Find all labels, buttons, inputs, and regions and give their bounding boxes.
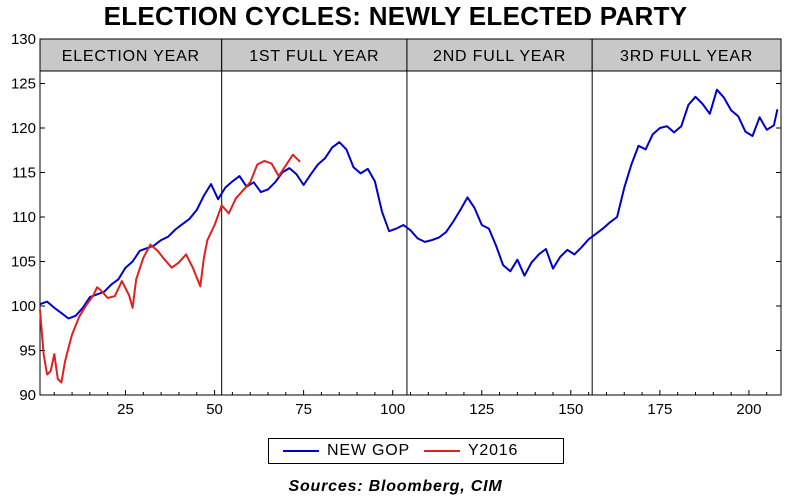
y-tick-label-115: 115 xyxy=(12,165,36,182)
y-tick-label-95: 95 xyxy=(19,343,36,360)
series-lines xyxy=(39,88,779,384)
period-label-3rd-full-year: 3RD FULL YEAR xyxy=(620,48,753,65)
period-label-election-year: ELECTION YEAR xyxy=(62,48,200,65)
period-box-election-year xyxy=(39,38,223,72)
x-tick-label-150: 150 xyxy=(558,401,583,418)
x-tick-label-100: 100 xyxy=(380,401,405,418)
legend-item-new-gop: NEW GOP xyxy=(269,442,410,460)
y-tick-label-100: 100 xyxy=(11,298,36,315)
period-box-3rd-full-year xyxy=(591,38,782,72)
chart-title: ELECTION CYCLES: NEWLY ELECTED PARTY xyxy=(103,1,688,31)
period-label-1st-full-year: 1ST FULL YEAR xyxy=(249,48,379,65)
period-dividers xyxy=(221,71,593,395)
x-tick-label-50: 50 xyxy=(206,401,223,418)
legend-label-new-gop: NEW GOP xyxy=(327,442,410,459)
x-tick-label-75: 75 xyxy=(295,401,312,418)
y-tick-label-130: 130 xyxy=(11,31,36,48)
period-box-1st-full-year xyxy=(221,38,408,72)
source-note: Sources: Bloomberg, CIM xyxy=(288,478,503,495)
y-tick-label-90: 90 xyxy=(19,387,36,404)
period-label-2nd-full-year: 2ND FULL YEAR xyxy=(433,48,566,65)
y-tick-label-105: 105 xyxy=(11,254,36,271)
x-tick-label-25: 25 xyxy=(117,401,134,418)
period-box-2nd-full-year xyxy=(406,38,593,72)
period-label-bar: ELECTION YEAR 1ST FULL YEAR 2ND FULL YEAR 3… xyxy=(39,38,782,72)
series-line-new-gop xyxy=(39,88,779,320)
y-tick-label-120: 120 xyxy=(11,120,36,137)
legend-label-y2016: Y2016 xyxy=(467,442,519,459)
x-tick-label-200: 200 xyxy=(736,401,761,418)
legend-item-y2016: Y2016 xyxy=(410,442,518,460)
series-line-y2016 xyxy=(39,153,301,384)
x-tick-label-175: 175 xyxy=(647,401,672,418)
y-tick-label-125: 125 xyxy=(11,76,36,93)
axes: 90 95 100 105 110 115 120 125 130 25 50 75 100 125 150… xyxy=(11,31,781,418)
legend: NEW GOP Y2016 xyxy=(268,438,564,464)
x-tick-label-125: 125 xyxy=(469,401,494,418)
y-tick-label-110: 110 xyxy=(12,209,36,226)
legend-swatch-y2016 xyxy=(423,450,460,452)
plot-frame xyxy=(39,38,782,396)
legend-swatch-new-gop xyxy=(283,450,319,452)
